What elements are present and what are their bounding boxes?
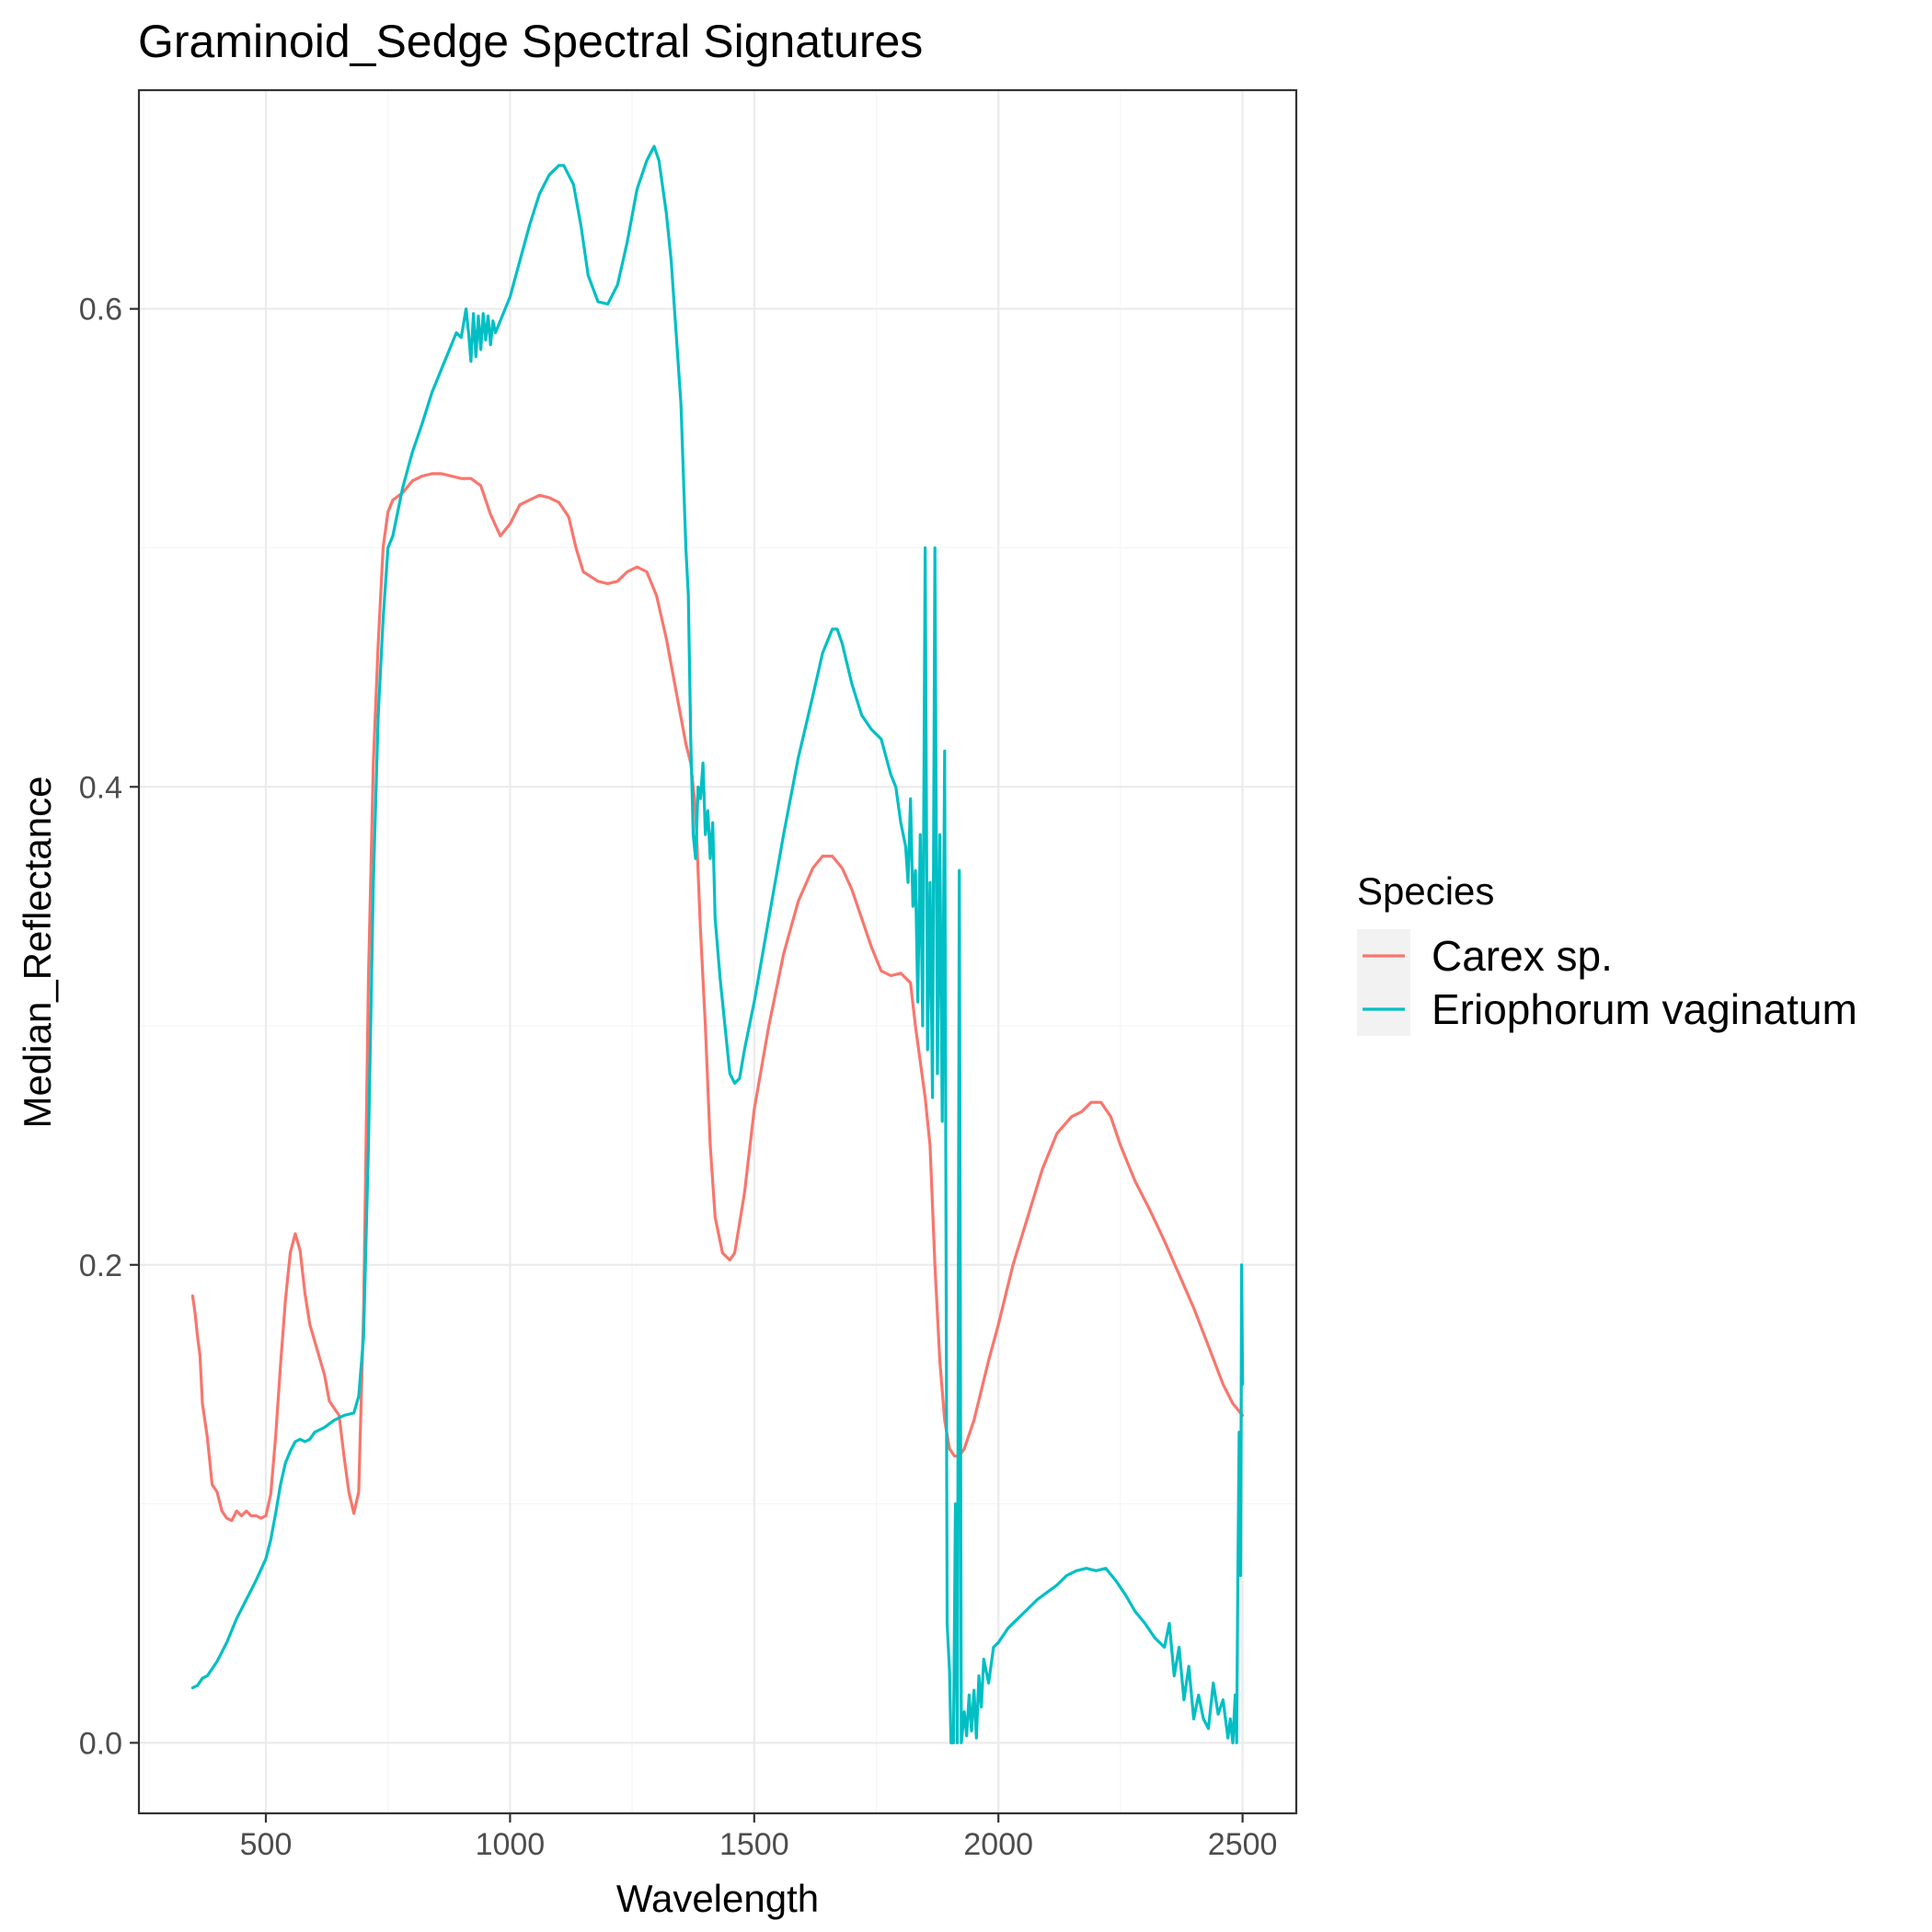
- legend-title: Species: [1357, 869, 1494, 913]
- x-tick-label: 2000: [963, 1827, 1033, 1862]
- major-gridlines: [139, 90, 1296, 1813]
- y-tick-label: 0.6: [79, 293, 122, 328]
- y-tick-label: 0.4: [79, 770, 122, 805]
- x-axis-title: Wavelength: [616, 1877, 819, 1920]
- minor-gridlines: [139, 90, 1296, 1813]
- y-tick-label: 0.0: [79, 1726, 122, 1761]
- legend-label-carex-sp: Carex sp.: [1432, 932, 1613, 980]
- plot-panel-border: [137, 88, 1298, 1815]
- y-tick-label: 0.2: [79, 1248, 122, 1283]
- y-axis: 0.0 0.2 0.4 0.6: [79, 293, 139, 1761]
- x-tick-label: 500: [240, 1827, 293, 1862]
- chart-title: Graminoid_Sedge Spectral Signatures: [138, 16, 923, 67]
- legend-items: Carex sp. Eriophorum vaginatum: [1357, 929, 1857, 1036]
- legend: Species Carex sp. Eriophorum vaginatum: [1357, 869, 1857, 1036]
- x-axis: 500 1000 1500 2000 2500: [240, 1813, 1278, 1862]
- x-tick-label: 2500: [1208, 1827, 1278, 1862]
- x-tick-label: 1500: [719, 1827, 789, 1862]
- series-layer: [190, 144, 1245, 1744]
- series-line-carex-sp: [190, 472, 1245, 1523]
- legend-label-eriophorum-vaginatum: Eriophorum vaginatum: [1432, 985, 1857, 1033]
- y-axis-title: Median_Reflectance: [16, 776, 59, 1129]
- x-tick-label: 1000: [476, 1827, 546, 1862]
- series-line-eriophorum-vaginatum: [190, 144, 1245, 1744]
